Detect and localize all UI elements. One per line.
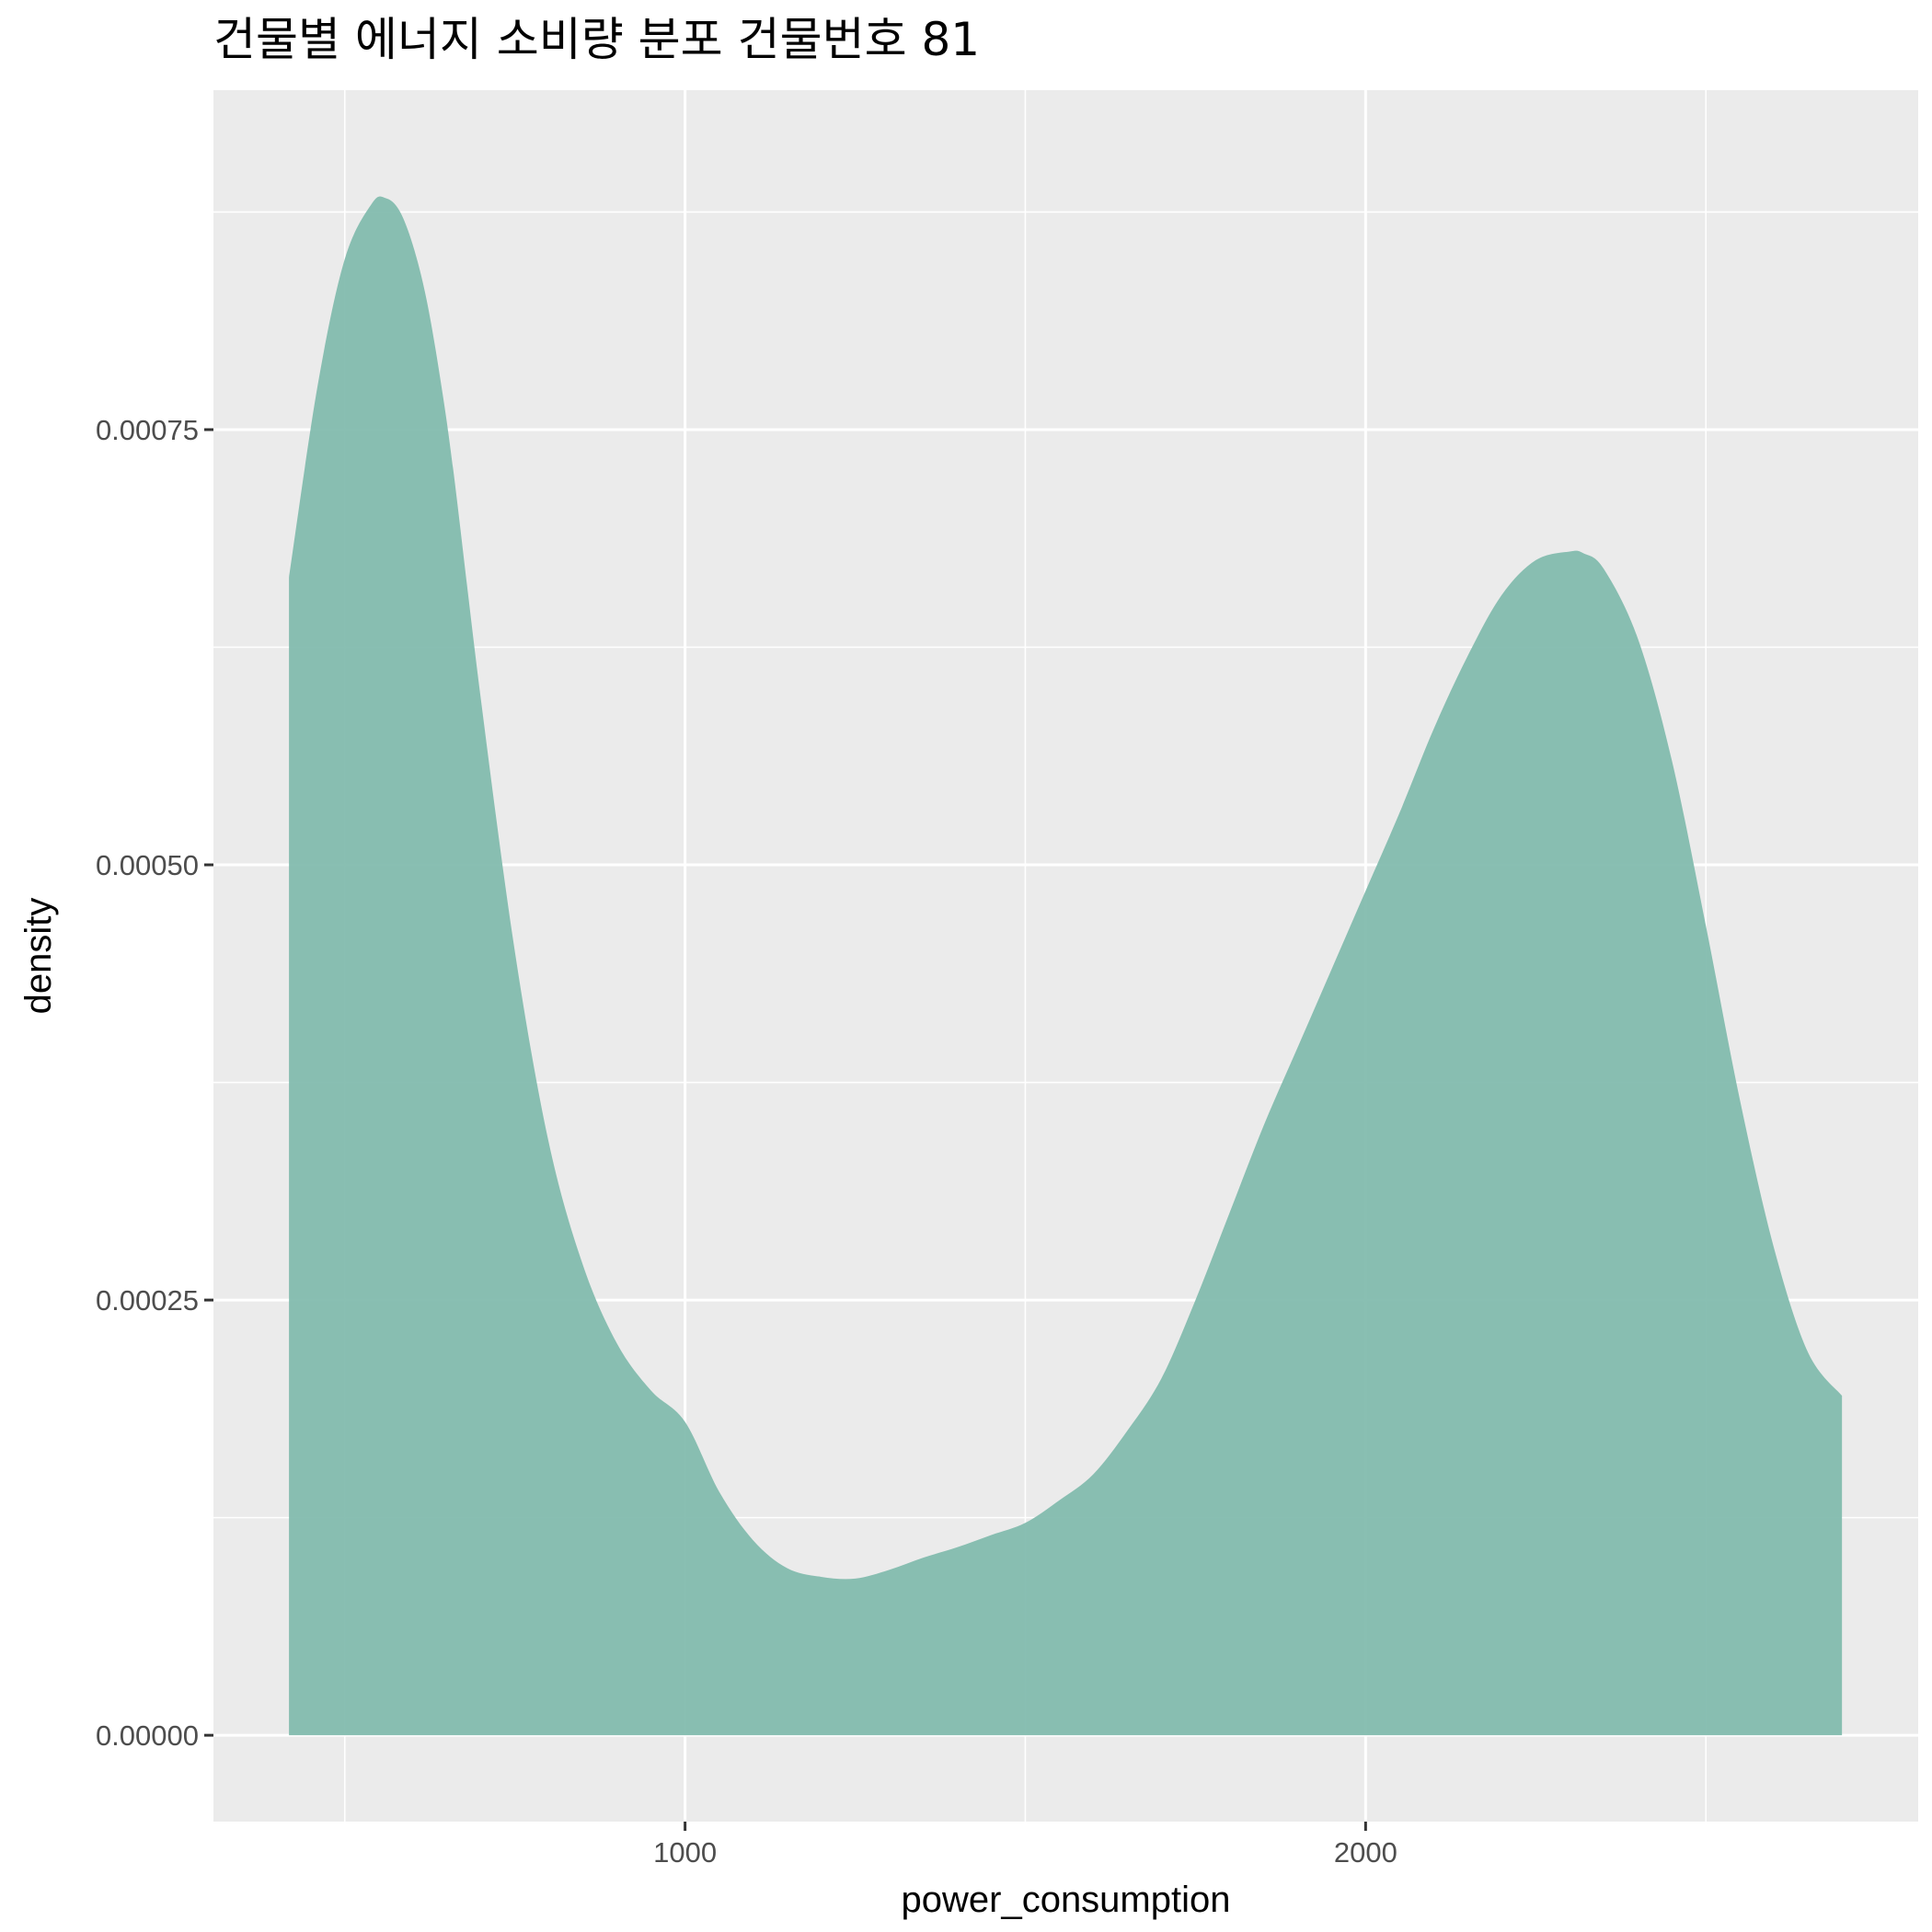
y-tick-label: 0.00025 (96, 1284, 199, 1317)
x-tick-label: 1000 (653, 1836, 717, 1869)
x-axis: 1000 2000 (653, 1822, 1397, 1869)
density-area-layer (289, 196, 1843, 1736)
y-tick-label: 0.00050 (96, 849, 199, 881)
y-tick-label: 0.00000 (96, 1719, 199, 1752)
density-area (289, 196, 1843, 1736)
x-axis-title: power_consumption (902, 1880, 1231, 1920)
y-axis: 0.00000 0.00025 0.00050 0.00075 (96, 414, 213, 1752)
x-tick-label: 2000 (1334, 1836, 1397, 1869)
chart-title: 건물별 에너지 소비량 분포 건물번호 81 (213, 13, 980, 66)
y-axis-title: density (18, 898, 59, 1015)
y-tick-label: 0.00075 (96, 414, 199, 446)
